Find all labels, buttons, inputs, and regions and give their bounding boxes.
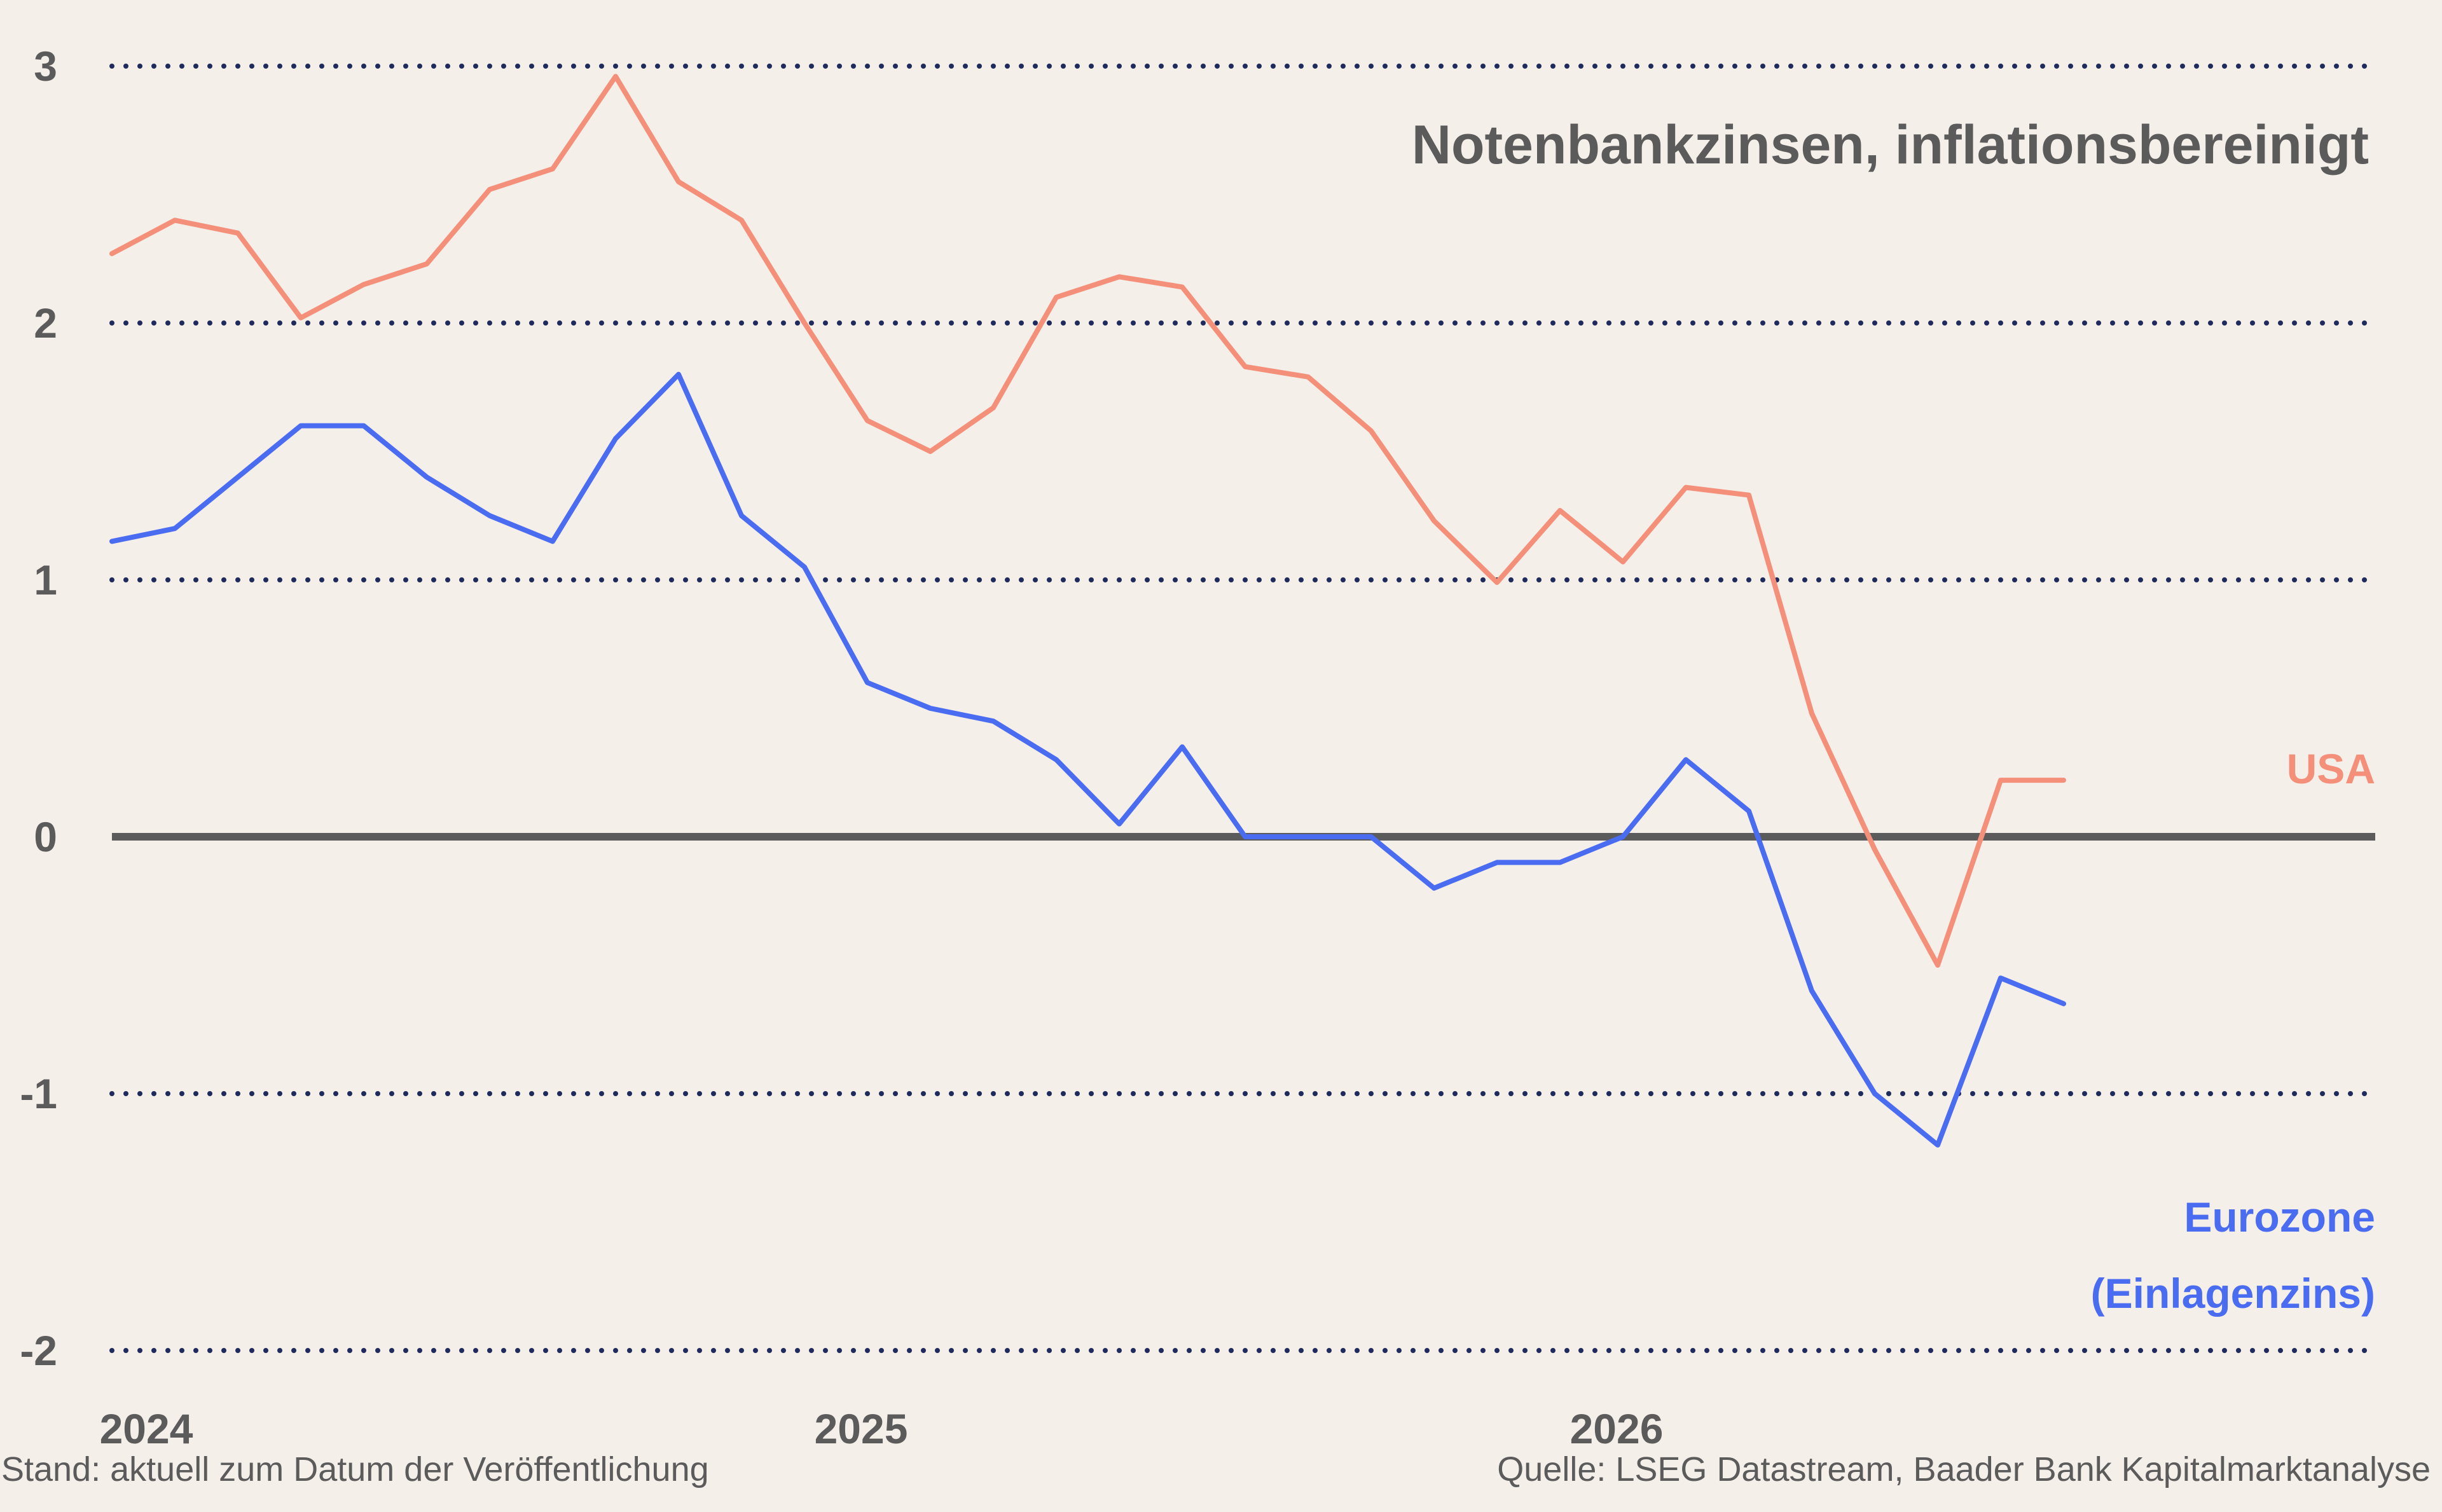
x-tick-label: 2025 xyxy=(815,1405,908,1452)
footnote-stand: Stand: aktuell zum Datum der Veröffentli… xyxy=(1,1450,709,1488)
y-tick-label: -1 xyxy=(20,1070,57,1117)
y-tick-label: 0 xyxy=(34,813,57,860)
grid-layer xyxy=(109,64,2378,1353)
x-tick-label: 2026 xyxy=(1570,1405,1664,1452)
y-tick-label: -2 xyxy=(20,1327,57,1374)
series-layer xyxy=(109,74,2066,1148)
y-axis-ticks: 3 2 1 0 -1 -2 xyxy=(20,43,57,1374)
series-line-usa xyxy=(109,74,2066,968)
series-line-eurozone xyxy=(109,371,2066,1148)
chart-title: Notenbankzinsen, inflationsbereinigt xyxy=(1412,114,2369,175)
footnote-source: Quelle: LSEG Datastream, Baader Bank Kap… xyxy=(1497,1450,2431,1488)
series-label-eurozone: (Einlagenzins) xyxy=(2091,1270,2375,1317)
x-axis-ticks: 2024 2025 2026 xyxy=(100,1405,1664,1452)
y-tick-label: 1 xyxy=(34,556,57,603)
y-tick-label: 3 xyxy=(34,43,57,90)
x-tick-label: 2024 xyxy=(100,1405,193,1452)
y-tick-label: 2 xyxy=(34,299,57,347)
series-labels: USA Eurozone (Einlagenzins) xyxy=(2091,745,2375,1317)
series-label-usa: USA xyxy=(2287,745,2375,792)
series-label-eurozone: Eurozone xyxy=(2184,1193,2375,1241)
